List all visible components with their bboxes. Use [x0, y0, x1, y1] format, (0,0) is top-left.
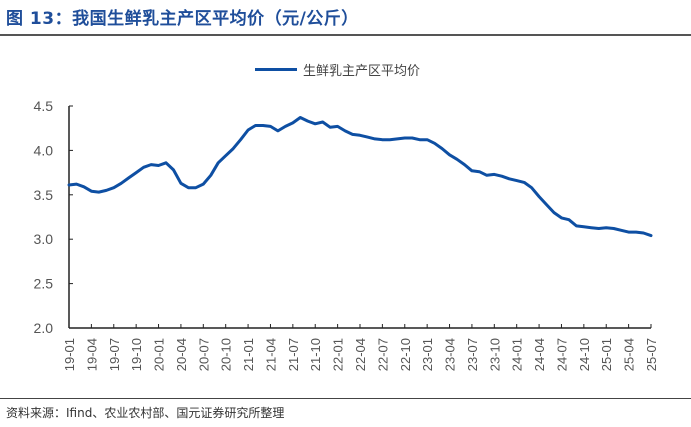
plot-area	[67, 116, 653, 238]
x-tick-label: 23-04	[443, 338, 458, 371]
y-tick-label: 2.5	[34, 276, 54, 292]
title-divider	[0, 34, 691, 36]
x-tick-label: 22-10	[398, 338, 413, 371]
x-tick-label: 23-01	[420, 338, 435, 371]
y-tick-label: 2.0	[34, 320, 54, 336]
x-tick-label: 24-04	[532, 338, 547, 371]
x-tick-label: 21-04	[263, 338, 278, 371]
x-tick-label: 19-01	[62, 338, 77, 371]
x-tick-label: 21-07	[286, 338, 301, 371]
x-tick-label: 20-07	[196, 338, 211, 371]
y-tick-label: 4.0	[34, 142, 54, 158]
x-tick-label: 21-01	[241, 338, 256, 371]
x-tick-label: 25-01	[599, 338, 614, 371]
x-tick-label: 20-10	[219, 338, 234, 371]
y-tick-label: 3.5	[34, 187, 54, 203]
series-line	[67, 116, 653, 238]
line-chart: 4.5 4.0 3.5 3.0 2.5 2.0 19-01 19-04 19-07 19-10 2…	[34, 98, 659, 371]
source-note: 资料来源：Ifind、农业农村部、国元证券研究所整理	[6, 406, 285, 420]
chart-title: 图 13：我国生鲜乳主产区平均价（元/公斤）	[6, 9, 359, 29]
x-tick-label: 19-10	[129, 338, 144, 371]
y-tick-label: 3.0	[34, 231, 54, 247]
x-tick-label: 19-07	[107, 338, 122, 371]
x-tick-label: 20-04	[174, 338, 189, 371]
x-tick-label: 23-07	[465, 338, 480, 371]
x-tick-label: 24-10	[577, 338, 592, 371]
x-tick-label: 23-10	[487, 338, 502, 371]
x-tick-label: 21-10	[308, 338, 323, 371]
x-axis: 19-01 19-04 19-07 19-10 20-01 20-04 20-07 20-10…	[62, 324, 659, 371]
legend-line-swatch	[255, 68, 297, 71]
x-tick-label: 22-04	[353, 338, 368, 371]
x-tick-label: 25-04	[622, 338, 637, 371]
y-axis: 4.5 4.0 3.5 3.0 2.5 2.0	[34, 98, 73, 336]
x-tick-label: 22-07	[375, 338, 390, 371]
x-tick-label: 24-07	[554, 338, 569, 371]
source-divider	[0, 398, 691, 399]
x-tick-label: 19-04	[84, 338, 99, 371]
y-tick-label: 4.5	[34, 98, 54, 114]
x-tick-label: 22-01	[331, 338, 346, 371]
x-tick-label: 25-07	[644, 338, 659, 371]
x-tick-label: 24-01	[510, 338, 525, 371]
x-tick-label: 20-01	[152, 338, 167, 371]
chart-legend: 生鲜乳主产区平均价	[255, 60, 420, 79]
legend-label: 生鲜乳主产区平均价	[303, 64, 421, 79]
